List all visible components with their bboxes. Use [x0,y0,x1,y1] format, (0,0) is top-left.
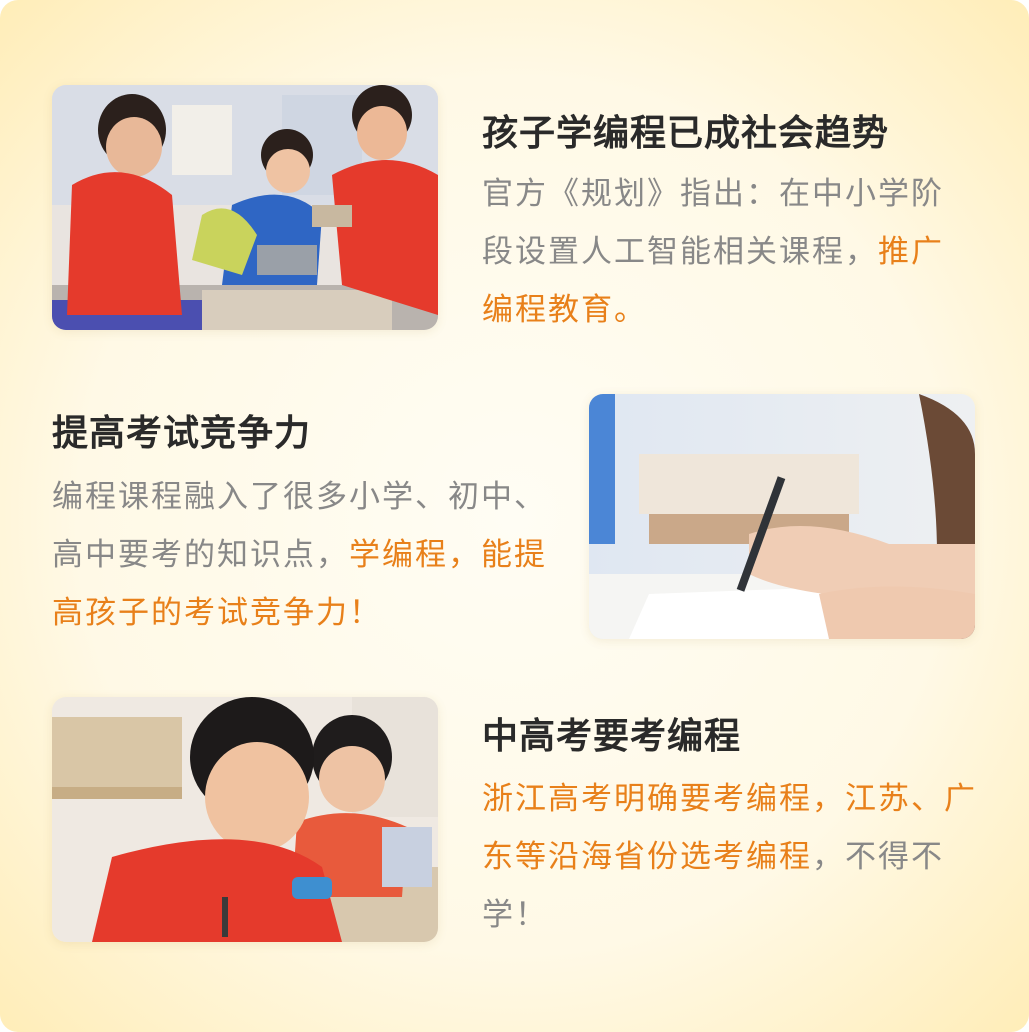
section-2-title: 提高考试竞争力 [52,413,312,454]
section-2-body-text: 编程课程融入了很多小学、初中、高中要考的知识点， [52,479,547,573]
section-3-title: 中高考要考编程 [482,716,742,757]
section-2-body-highlight: 学编程，能提高孩子的考试竞争力！ [52,537,547,631]
section-1-body-highlight: 推广编程教育。 [482,234,944,328]
section-1-body-text: 官方《规划》指出：在中小学阶段设置人工智能相关课程， [482,176,944,270]
section-1-body: 官方《规划》指出：在中小学阶段设置人工智能相关课程，推广编程教育。 [482,165,972,339]
hand-writing-exam-photo [589,394,975,639]
section-1-title: 孩子学编程已成社会趋势 [482,113,890,154]
section-3-body-text: ，不得不学！ [482,839,944,933]
children-building-robot-photo [52,85,438,330]
section-3-body: 浙江高考明确要考编程，江苏、广东等沿海省份选考编程，不得不学！ [482,770,1002,944]
child-writing-in-class-photo [52,697,438,942]
section-2-body: 编程课程融入了很多小学、初中、高中要考的知识点，学编程，能提高孩子的考试竞争力！ [52,468,552,642]
section-3-body-highlight: 浙江高考明确要考编程，江苏、广东等沿海省份选考编程 [482,781,977,875]
